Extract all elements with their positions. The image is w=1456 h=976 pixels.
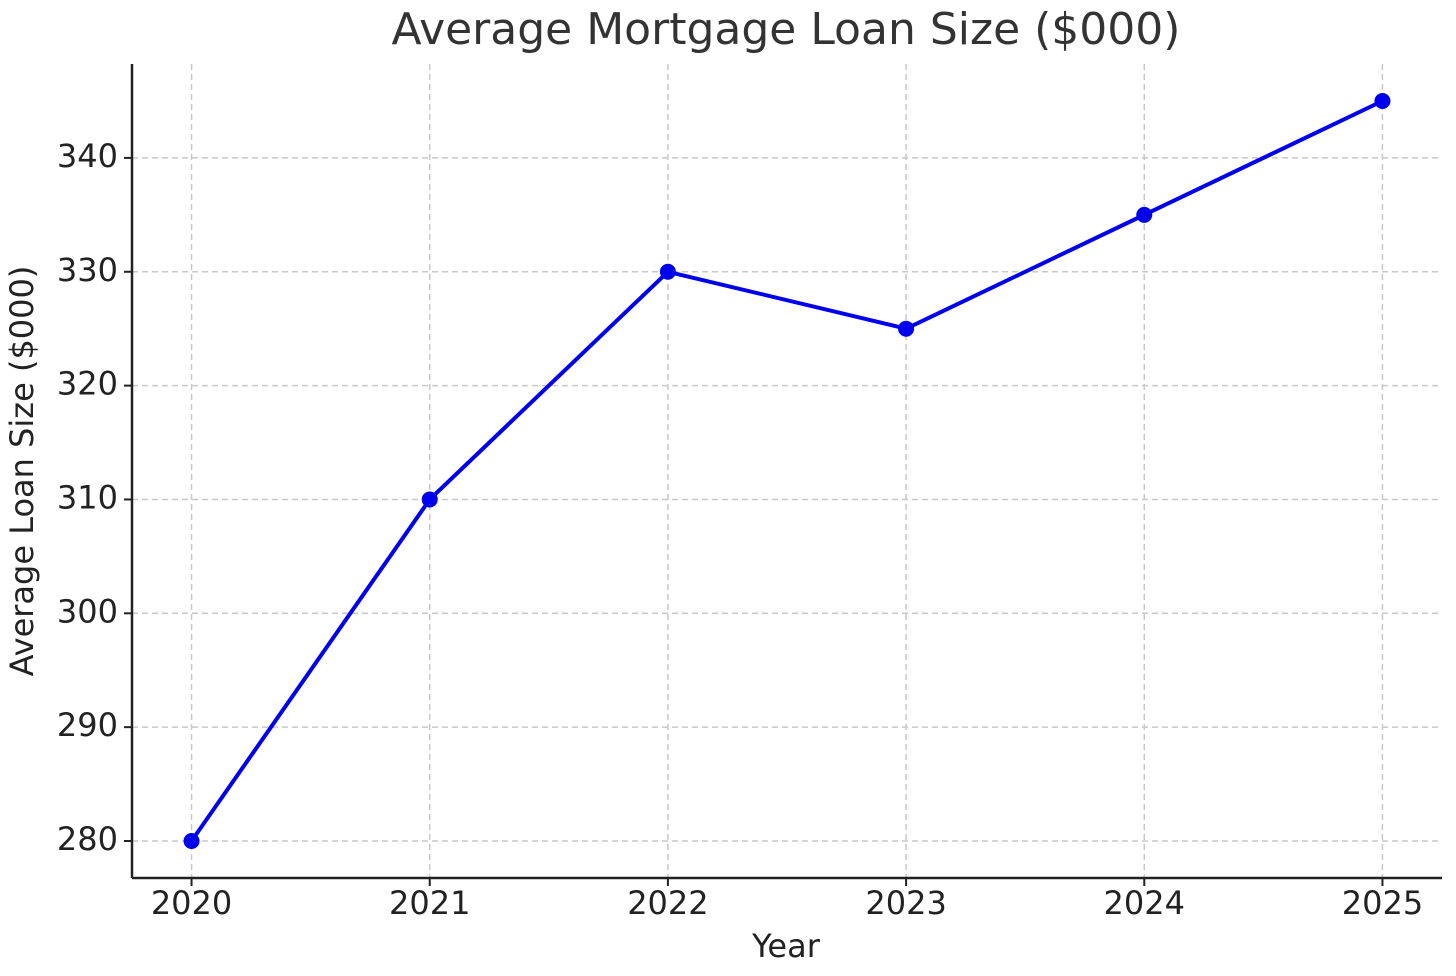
y-tick-label: 330 (57, 251, 118, 289)
y-tick-label: 310 (57, 478, 118, 516)
x-tick-label: 2020 (151, 884, 232, 922)
marker (659, 263, 676, 280)
x-tick-label: 2021 (389, 884, 470, 922)
x-axis-label: Year (751, 927, 821, 965)
marker (1136, 206, 1153, 223)
x-tick-label: 2024 (1104, 884, 1185, 922)
y-axis-label: Average Loan Size ($000) (3, 266, 41, 677)
marker (421, 491, 438, 508)
y-tick-label: 340 (57, 137, 118, 175)
x-tick-label: 2022 (627, 884, 708, 922)
line (189, 99, 1384, 843)
marker (1374, 93, 1391, 109)
y-tick-label: 320 (57, 365, 118, 403)
y-tick-label: 280 (57, 820, 118, 858)
x-tick-label: 2023 (865, 884, 946, 922)
chart-title: Average Mortgage Loan Size ($000) (392, 4, 1181, 55)
y-tick-label: 300 (57, 592, 118, 630)
marker (898, 320, 915, 337)
x-tick-label: 2025 (1342, 884, 1423, 922)
y-tick-label: 290 (57, 706, 118, 744)
marker (183, 833, 200, 849)
